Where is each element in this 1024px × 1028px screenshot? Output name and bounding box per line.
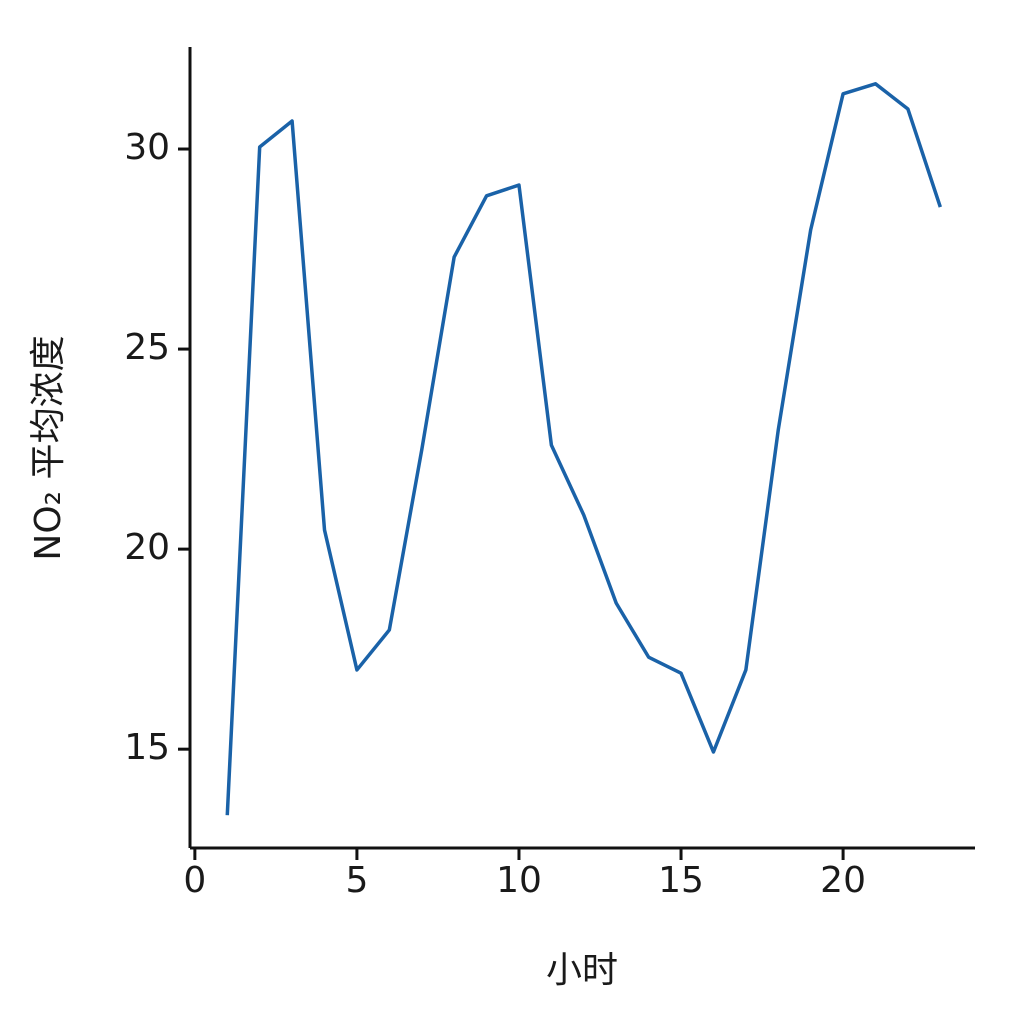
y-axis-label: NO₂ 平均浓度 — [28, 335, 69, 560]
data-line — [225, 82, 942, 816]
x-tick-label: 5 — [345, 860, 368, 901]
x-tick-label: 0 — [183, 860, 206, 901]
y-tick-label: 30 — [124, 127, 170, 168]
x-tick-label: 10 — [496, 860, 542, 901]
x-tick-label: 20 — [820, 860, 866, 901]
y-tick-label: 15 — [124, 727, 170, 768]
x-tick-label: 15 — [658, 860, 704, 901]
x-axis-label: 小时 — [546, 950, 618, 991]
y-tick-label: 25 — [124, 327, 170, 368]
y-tick-label: 20 — [124, 527, 170, 568]
